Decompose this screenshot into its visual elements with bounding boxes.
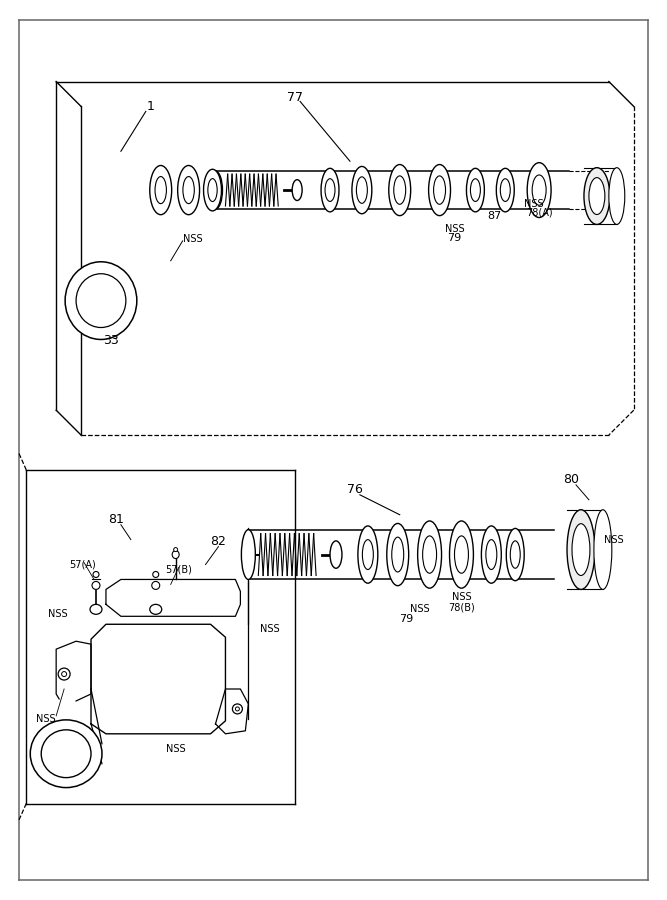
Ellipse shape	[510, 541, 520, 568]
Polygon shape	[91, 625, 225, 733]
Ellipse shape	[152, 581, 159, 590]
Ellipse shape	[589, 177, 605, 214]
Ellipse shape	[482, 526, 502, 583]
Ellipse shape	[532, 175, 546, 205]
Ellipse shape	[423, 536, 437, 573]
Text: NSS: NSS	[452, 592, 472, 602]
Ellipse shape	[155, 176, 167, 203]
Text: 81: 81	[108, 513, 124, 526]
Ellipse shape	[429, 165, 450, 216]
Text: NSS: NSS	[445, 224, 464, 234]
Text: 80: 80	[563, 473, 579, 486]
Text: NSS: NSS	[166, 743, 185, 754]
Text: 82: 82	[211, 536, 226, 548]
Ellipse shape	[356, 176, 368, 203]
Ellipse shape	[235, 706, 239, 711]
Polygon shape	[215, 689, 248, 733]
Ellipse shape	[203, 169, 221, 211]
Ellipse shape	[506, 528, 524, 580]
Ellipse shape	[292, 180, 302, 201]
Ellipse shape	[330, 541, 342, 568]
Text: NSS: NSS	[604, 535, 624, 544]
Ellipse shape	[594, 509, 612, 590]
Ellipse shape	[177, 166, 199, 215]
Text: 76: 76	[347, 483, 363, 496]
Text: NSS: NSS	[410, 604, 430, 615]
Ellipse shape	[450, 521, 474, 589]
Ellipse shape	[93, 572, 99, 578]
Ellipse shape	[394, 176, 406, 204]
Text: 79: 79	[448, 233, 462, 243]
Ellipse shape	[61, 671, 67, 677]
Ellipse shape	[172, 551, 179, 559]
Ellipse shape	[325, 179, 335, 202]
Ellipse shape	[496, 168, 514, 212]
Polygon shape	[56, 641, 91, 701]
Ellipse shape	[150, 605, 161, 615]
Ellipse shape	[76, 274, 126, 328]
Text: 78(B): 78(B)	[448, 602, 475, 612]
Text: 1: 1	[147, 100, 155, 112]
Ellipse shape	[150, 166, 171, 215]
Polygon shape	[106, 580, 240, 616]
Text: 57(A): 57(A)	[69, 560, 97, 570]
Text: NSS: NSS	[260, 625, 280, 634]
Text: 57(B): 57(B)	[165, 564, 192, 574]
Ellipse shape	[241, 530, 255, 580]
Ellipse shape	[90, 605, 102, 615]
Ellipse shape	[470, 179, 480, 202]
Text: NSS: NSS	[524, 199, 544, 209]
Ellipse shape	[527, 163, 551, 218]
Ellipse shape	[358, 526, 378, 583]
Ellipse shape	[362, 540, 374, 570]
Ellipse shape	[65, 262, 137, 339]
Ellipse shape	[58, 668, 70, 680]
Ellipse shape	[486, 540, 497, 570]
Ellipse shape	[41, 730, 91, 778]
Ellipse shape	[352, 166, 372, 213]
Ellipse shape	[567, 509, 595, 590]
Text: 87: 87	[487, 211, 502, 221]
Text: NSS: NSS	[37, 714, 56, 724]
Text: 33: 33	[103, 334, 119, 347]
Ellipse shape	[584, 167, 610, 224]
Ellipse shape	[387, 524, 409, 586]
Ellipse shape	[153, 572, 159, 578]
Ellipse shape	[30, 720, 102, 788]
Ellipse shape	[183, 176, 194, 203]
Ellipse shape	[418, 521, 442, 589]
Ellipse shape	[209, 171, 223, 209]
Ellipse shape	[92, 581, 100, 590]
Text: NSS: NSS	[183, 234, 202, 244]
Text: 79: 79	[400, 615, 414, 625]
Ellipse shape	[500, 179, 510, 202]
Ellipse shape	[208, 178, 217, 202]
Ellipse shape	[392, 537, 404, 572]
Ellipse shape	[232, 704, 242, 714]
Ellipse shape	[466, 168, 484, 212]
Text: 77: 77	[287, 91, 303, 104]
Ellipse shape	[434, 176, 446, 204]
Ellipse shape	[609, 167, 625, 224]
Ellipse shape	[173, 547, 177, 552]
Ellipse shape	[321, 168, 339, 212]
Ellipse shape	[572, 524, 590, 575]
Ellipse shape	[389, 165, 411, 216]
Text: NSS: NSS	[48, 609, 68, 619]
Ellipse shape	[454, 536, 468, 573]
Text: 78(A): 78(A)	[526, 208, 552, 218]
